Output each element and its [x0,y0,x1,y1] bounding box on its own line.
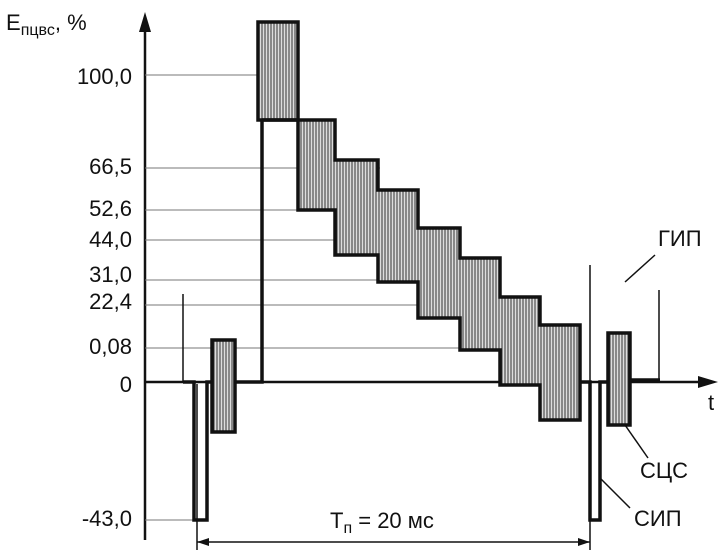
period-label: Tп = 20 мс [330,508,434,537]
callout-label: ГИП [658,226,702,251]
x-axis-label: t [708,390,714,415]
period-sub: п [343,520,352,537]
burst [606,331,632,427]
y-label-main: E [6,10,21,35]
y-label-unit: , % [55,10,87,35]
y-label-sub: пцвс [21,22,55,39]
leader-line [624,254,656,283]
tick-label: 22,4 [89,289,132,314]
tick-label: 52,6 [89,196,132,221]
dimension-arrow [197,538,209,546]
leader-line [599,477,631,509]
leader-line [624,424,649,459]
tick-label: 31,0 [89,262,132,287]
y-arrow [139,12,151,32]
sync-pulse [183,380,212,522]
tick-label: 66,5 [89,154,132,179]
tick-label: 100,0 [77,64,132,89]
dimension-arrow [578,538,590,546]
burst [210,338,237,434]
waveform [235,120,264,384]
tick-label: 0,08 [89,334,132,359]
tick-label: 44,0 [89,227,132,252]
period-value: = 20 мс [352,508,434,533]
sync-pulse [580,380,608,522]
y-axis-label: Eпцвс, % [6,10,87,39]
callout-label: СИП [634,506,682,531]
peak-block [256,20,300,122]
tick-label: 0 [120,372,132,397]
callout-label: СЦС [640,458,688,483]
tick-label: -43,0 [82,506,132,531]
staircase [262,118,582,422]
x-arrow [698,376,718,388]
period-main: T [330,508,343,533]
